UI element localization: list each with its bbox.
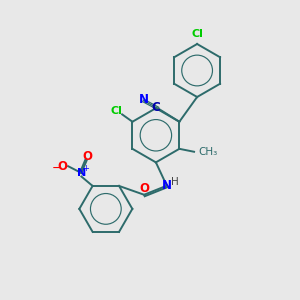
Text: Cl: Cl (111, 106, 123, 116)
Text: O: O (140, 182, 150, 195)
Text: Cl: Cl (191, 29, 203, 39)
Text: O: O (58, 160, 68, 173)
Text: N: N (138, 93, 148, 106)
Text: H: H (171, 177, 178, 187)
Text: CH₃: CH₃ (199, 147, 218, 157)
Text: N: N (77, 168, 86, 178)
Text: C: C (152, 101, 160, 114)
Text: N: N (162, 179, 172, 192)
Text: O: O (83, 150, 93, 163)
Text: −: − (52, 162, 62, 175)
Text: +: + (82, 164, 89, 173)
